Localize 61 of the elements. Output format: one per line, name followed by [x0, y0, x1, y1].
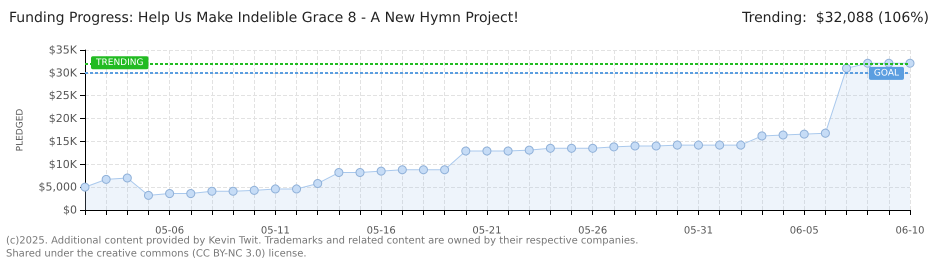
y-tick-label: $10K — [48, 158, 78, 171]
x-tick-label: 05-31 — [684, 226, 713, 236]
point — [418, 165, 428, 174]
y-tick-label: $25K — [48, 89, 78, 102]
y-tick-label: $20K — [48, 112, 78, 126]
y-tick-label: $30K — [48, 66, 78, 80]
y-tick-label: $35K — [48, 44, 78, 56]
point — [440, 165, 450, 174]
x-tick-label: 06-10 — [895, 226, 925, 236]
point — [461, 146, 470, 156]
point — [652, 142, 661, 150]
point — [778, 130, 788, 140]
point — [80, 182, 90, 192]
text: (c)2025. Additional content provided by Kevin Twit. Trademarks and related content are owned by their respective companies. — [6, 236, 638, 246]
text: Shared under the creative commons (CC BY-NC 3.0) license. — [6, 248, 307, 260]
point — [630, 142, 640, 150]
x-tick-label: 05-16 — [366, 226, 396, 236]
point — [524, 146, 534, 155]
point — [186, 189, 196, 198]
point — [800, 130, 809, 139]
ref-line-label: TRENDING — [95, 58, 144, 68]
point — [820, 128, 830, 138]
y-tick-label: $0 — [63, 204, 77, 216]
point — [270, 184, 280, 194]
y-axis-title: PLEDGED — [16, 108, 26, 152]
x-tick-label: 06-05 — [790, 226, 819, 236]
point — [292, 184, 302, 194]
point — [504, 146, 513, 156]
point — [482, 146, 492, 156]
point — [842, 64, 852, 73]
point — [906, 58, 914, 68]
point — [736, 140, 746, 150]
point — [313, 178, 322, 188]
point — [546, 144, 555, 153]
point — [207, 186, 216, 196]
point — [609, 142, 618, 152]
point — [122, 174, 132, 182]
point — [376, 166, 386, 176]
x-tick-label: 05-26 — [578, 226, 608, 236]
point — [715, 140, 724, 150]
point — [694, 140, 703, 150]
ref-line-label: GOAL — [874, 68, 899, 78]
point — [144, 190, 153, 200]
point — [398, 165, 407, 174]
x-tick-label: 05-21 — [472, 226, 502, 236]
point — [672, 140, 682, 150]
y-tick-label: $15K — [48, 134, 78, 148]
point — [228, 186, 238, 196]
y-tick-label: $5,000 — [38, 180, 77, 194]
x-tick-label: 05-06 — [155, 226, 184, 236]
point — [588, 144, 598, 153]
chart-subtitle: Trending: $32,088 (106%) — [741, 10, 929, 26]
point — [567, 144, 576, 153]
point — [356, 168, 364, 178]
x-tick-label: 05-11 — [260, 226, 290, 236]
chart-title: Funding Progress: Help Us Make Indelible Grace 8 - A New Hymn Project! — [9, 10, 519, 26]
point — [250, 186, 259, 195]
point — [102, 174, 111, 184]
point — [334, 168, 344, 178]
point — [165, 189, 174, 198]
point — [757, 131, 766, 140]
